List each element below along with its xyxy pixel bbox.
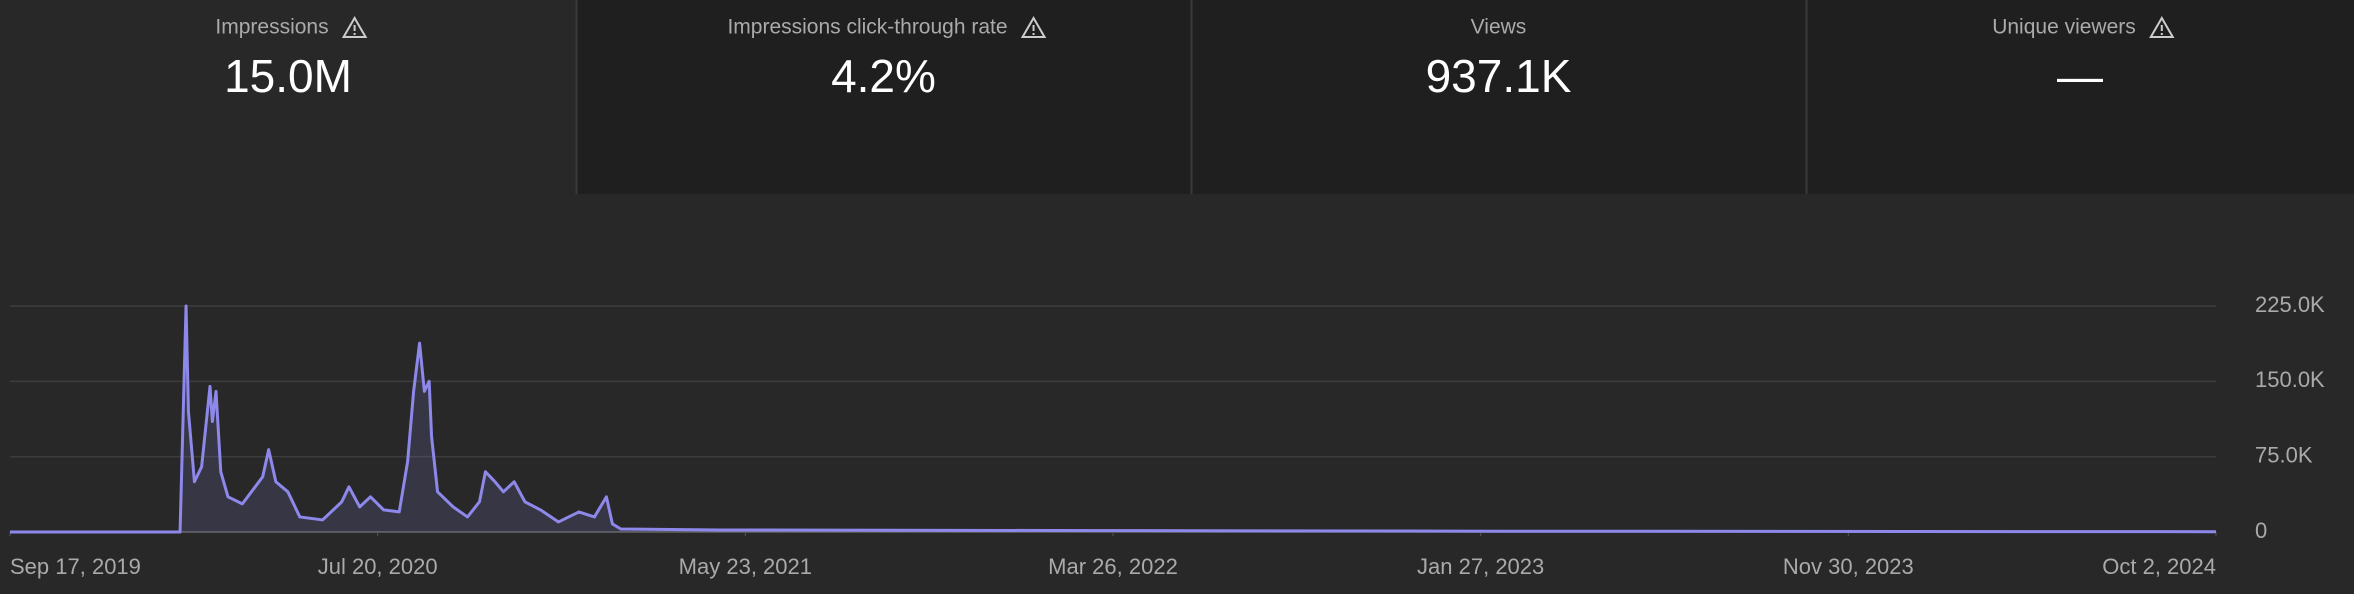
metric-value: — [2057, 50, 2103, 102]
metric-card[interactable] [0, 0, 576, 194]
warning-triangle [341, 16, 368, 38]
x-tick-label: May 23, 2021 [679, 554, 812, 579]
metric-label: Impressions click-through rate [727, 16, 1007, 39]
metric-card[interactable] [576, 0, 1191, 194]
warning-triangle [1020, 16, 1047, 38]
metric-card[interactable] [1191, 0, 1806, 194]
x-tick-label: Mar 26, 2022 [1048, 554, 1178, 579]
y-tick-label: 75.0K [2255, 442, 2313, 467]
metric-label: Impressions [215, 16, 328, 39]
y-tick-label: 0 [2255, 518, 2267, 543]
x-tick-label: Nov 30, 2023 [1783, 554, 1914, 579]
metric-label: Unique viewers [1992, 16, 2136, 39]
warning-icon [2149, 16, 2175, 38]
metric-card[interactable] [1806, 0, 2354, 194]
area-fill [10, 306, 2216, 532]
y-tick-label: 150.0K [2255, 367, 2325, 392]
metric-label: Views [1471, 16, 1527, 39]
x-tick-label: Jan 27, 2023 [1417, 554, 1544, 579]
metric-value: 937.1K [1426, 50, 1572, 102]
line [10, 304, 2217, 534]
warning-icon [341, 16, 368, 38]
metric-value: 4.2% [831, 50, 936, 102]
warning-icon [1020, 16, 1047, 38]
y-tick-label: 225.0K [2255, 292, 2325, 317]
x-tick-label: Sep 17, 2019 [10, 554, 141, 579]
x-tick-label: Oct 2, 2024 [2102, 554, 2216, 579]
warning-triangle [2149, 16, 2175, 38]
metric-value: 15.0M [224, 50, 352, 102]
x-tick-label: Jul 20, 2020 [318, 554, 438, 579]
